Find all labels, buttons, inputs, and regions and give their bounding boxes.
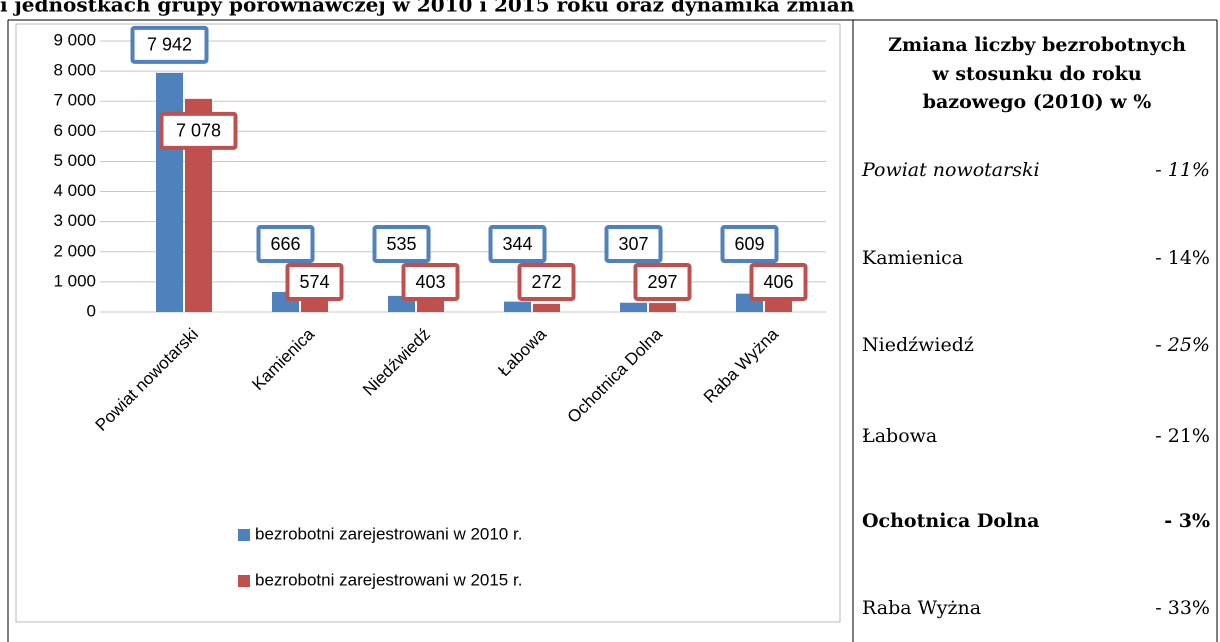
page-title: i jednostkach grupy porównawczej w 2010 … <box>0 0 855 17</box>
data-label-box <box>285 263 344 301</box>
row-name: Łabowa <box>862 425 937 447</box>
row-name: Raba Wyżna <box>862 597 981 619</box>
bar <box>504 301 531 312</box>
data-label-box <box>372 225 431 263</box>
data-label: 272 <box>531 272 561 292</box>
y-tick-label: 7 000 <box>53 91 96 110</box>
data-label-box <box>749 263 808 301</box>
y-tick-label: 6 000 <box>53 121 96 140</box>
bar <box>649 303 676 312</box>
bar <box>156 72 183 312</box>
data-label-box <box>633 263 692 301</box>
row-value: - 25% <box>1155 334 1210 356</box>
data-label: 307 <box>618 234 648 254</box>
chart: 0 1 000 2 000 3 000 4 000 5 000 6 000 7 000 8 00… <box>53 25 826 589</box>
x-tick-label: Raba Wyżna <box>700 324 783 407</box>
data-label: 7 078 <box>176 121 221 141</box>
legend-label: bezrobotni zarejestrowani w 2010 r. <box>255 524 522 543</box>
row-value: - 3% <box>1164 510 1210 532</box>
bar <box>533 303 560 312</box>
data-label: 403 <box>415 272 445 292</box>
data-label-box <box>401 263 460 301</box>
row-name: Niedźwiedź <box>862 334 974 356</box>
data-label: 535 <box>386 234 416 254</box>
data-label: 7 942 <box>147 35 192 55</box>
row-value: - 11% <box>1155 159 1210 181</box>
y-tick-label: 3 000 <box>53 211 96 230</box>
y-tick-label: 2 000 <box>53 241 96 260</box>
x-tick-label: Ochotnica Dolna <box>564 324 667 427</box>
bar <box>765 299 792 312</box>
data-label-box <box>130 25 209 64</box>
data-label-box <box>256 225 315 263</box>
data-label: 297 <box>647 272 677 292</box>
header-line: bazowego (2010) w % <box>923 91 1152 113</box>
data-label-box <box>604 225 663 263</box>
row-value: - 33% <box>1155 597 1210 619</box>
row-name: Ochotnica Dolna <box>862 510 1039 532</box>
table-rows: Powiat nowotarski - 11% Kamienica - 14% … <box>861 159 1210 619</box>
y-tick-label: 4 000 <box>53 181 96 200</box>
data-label: 344 <box>502 234 532 254</box>
row-name: Powiat nowotarski <box>861 159 1040 181</box>
x-tick-label: Łabowa <box>494 324 550 380</box>
bar <box>620 302 647 312</box>
row-name: Kamienica <box>862 247 963 269</box>
data-label-box <box>159 111 238 150</box>
legend-label: bezrobotni zarejestrowani w 2015 r. <box>255 570 522 589</box>
legend-swatch <box>238 529 250 541</box>
data-label-box <box>488 225 547 263</box>
x-tick-label: Powiat nowotarski <box>92 325 202 435</box>
header-line: w stosunku do roku <box>931 63 1141 85</box>
y-tick-label: 9 000 <box>53 30 96 49</box>
table-header: Zmiana liczby bezrobotnych w stosunku do… <box>888 34 1186 113</box>
y-tick-label: 5 000 <box>53 151 96 170</box>
data-label: 406 <box>763 272 793 292</box>
data-label: 609 <box>734 234 764 254</box>
y-tick-label: 8 000 <box>53 61 96 80</box>
header-line: Zmiana liczby bezrobotnych <box>888 34 1186 56</box>
data-label: 574 <box>299 272 329 292</box>
y-tick-label: 0 <box>87 301 96 320</box>
legend-swatch <box>238 575 250 587</box>
row-value: - 14% <box>1155 247 1210 269</box>
data-label: 666 <box>270 234 300 254</box>
x-tick-label: Niedźwiedź <box>359 325 434 400</box>
y-tick-label: 1 000 <box>53 271 96 290</box>
data-label-box <box>720 225 779 263</box>
chart-frame <box>15 23 841 623</box>
data-label-box <box>517 263 576 301</box>
row-value: - 21% <box>1155 425 1210 447</box>
x-tick-label: Kamienica <box>248 324 318 394</box>
bar <box>417 299 444 312</box>
